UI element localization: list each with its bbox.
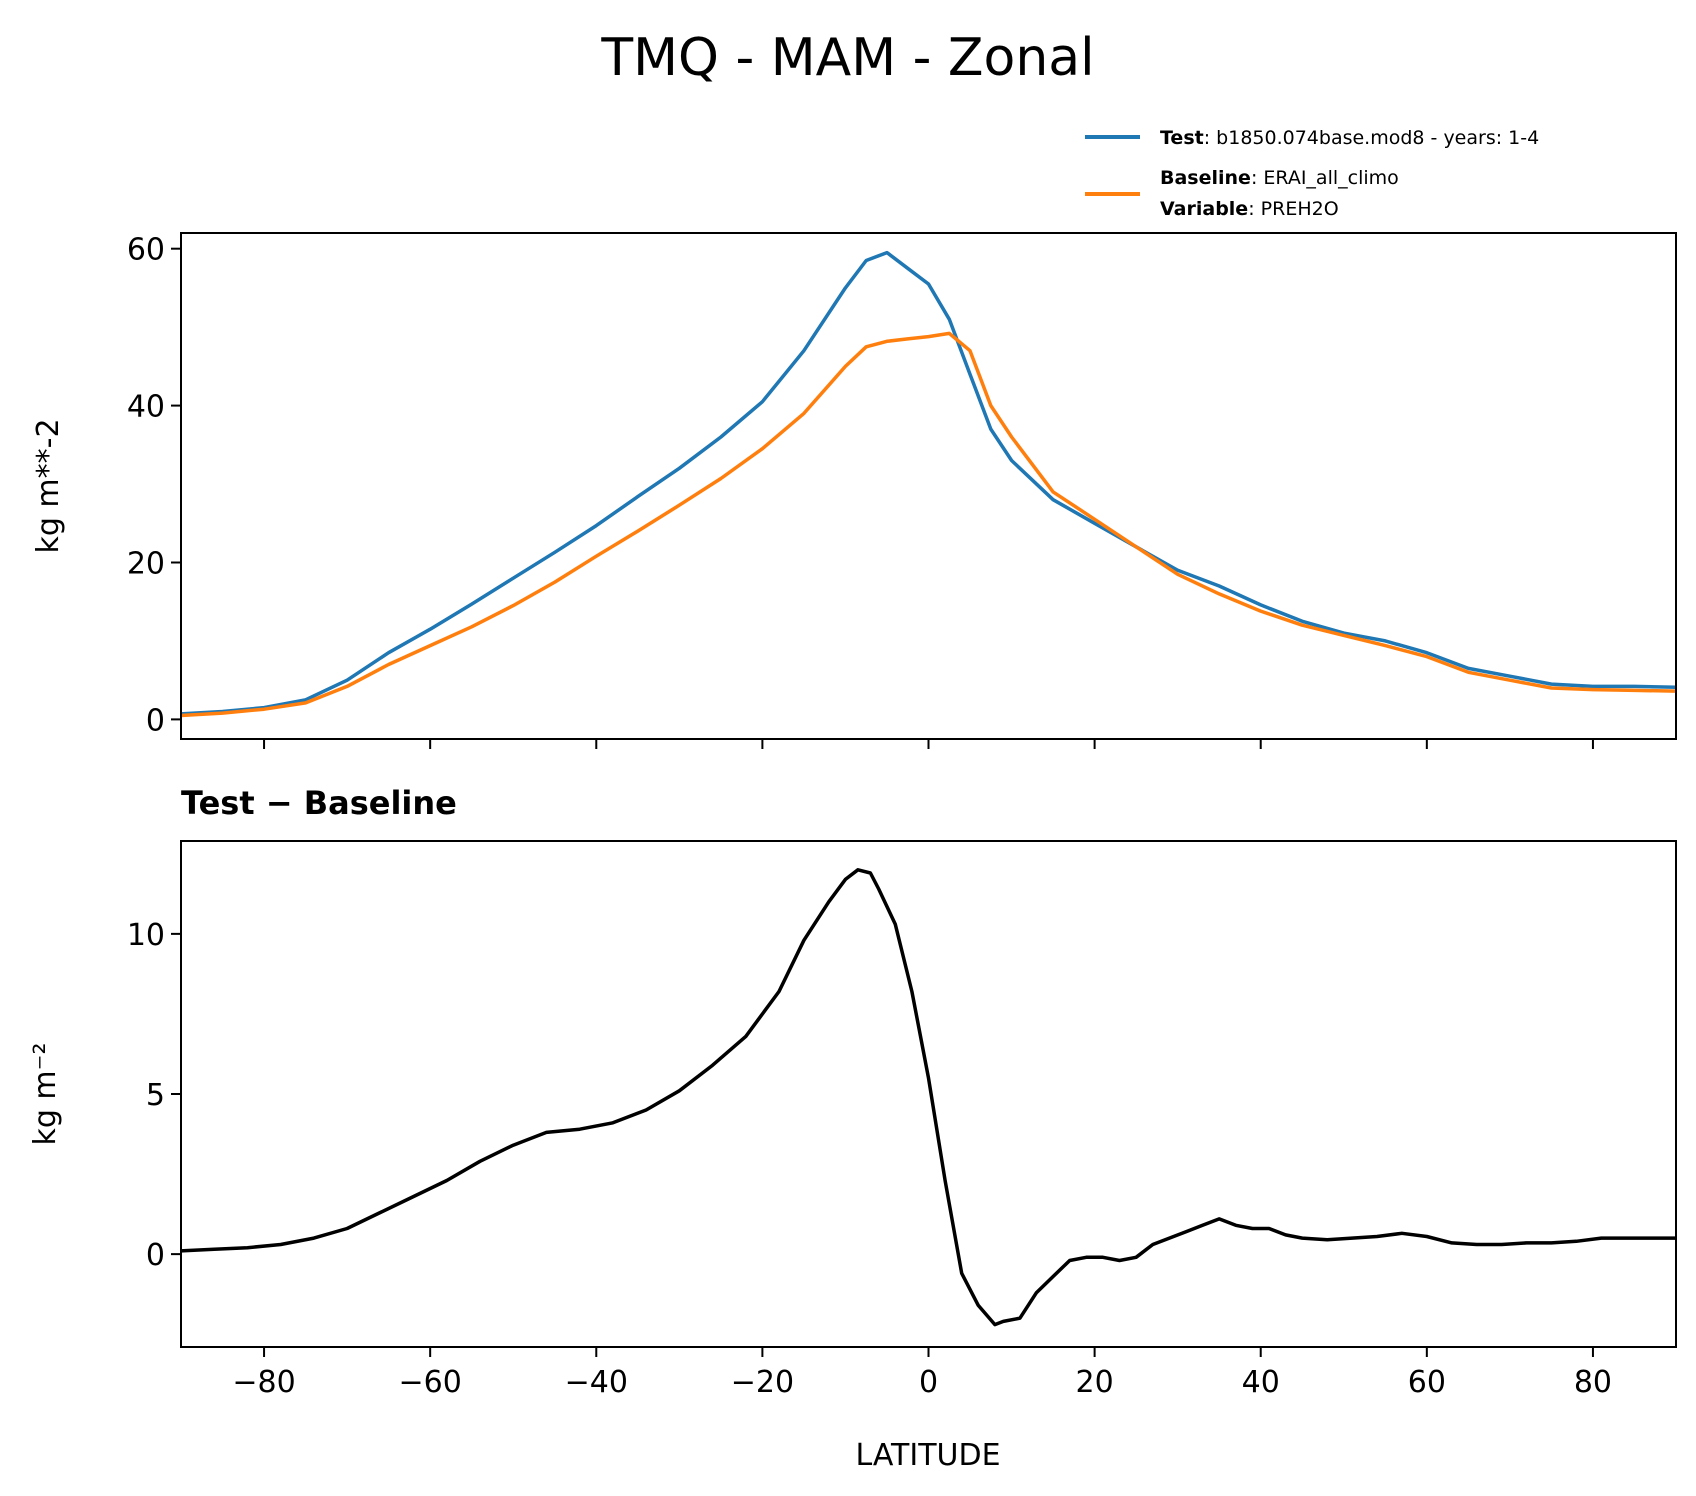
top-panel: 0 20 40 60 kg m**-2	[31, 232, 1677, 749]
y-tick-label: 10	[127, 918, 165, 953]
legend-test-entry: Test: b1850.074base.mod8 - years: 1-4	[1160, 127, 1539, 149]
top-x-ticks	[263, 739, 1594, 749]
legend: Test: b1850.074base.mod8 - years: 1-4 Ba…	[1085, 127, 1539, 220]
legend-baseline-entry: Baseline: ERAI_all_climo	[1160, 167, 1399, 189]
figure-title: TMQ - MAM - Zonal	[600, 28, 1094, 88]
x-tick-label: −40	[565, 1365, 628, 1400]
legend-variable-entry: Variable: PREH2O	[1160, 198, 1339, 220]
legend-baseline-value: ERAI_all_climo	[1263, 167, 1398, 189]
x-tick-label: −20	[731, 1365, 794, 1400]
x-tick-label: 60	[1408, 1365, 1446, 1400]
y-tick-label: 5	[146, 1078, 165, 1113]
x-tick-label: 80	[1574, 1365, 1612, 1400]
x-tick-label: −80	[232, 1365, 295, 1400]
bottom-x-ticks: −80 −60 −40 −20 0 20 40 60 80	[232, 1347, 1612, 1400]
y-tick-label: 0	[146, 703, 165, 738]
legend-variable-value: PREH2O	[1261, 198, 1339, 220]
bottom-axes-frame	[180, 840, 1677, 1348]
series-line-baseline	[180, 331, 1677, 718]
bottom-panel-title: Test − Baseline	[181, 784, 457, 822]
x-axis-label: LATITUDE	[855, 1438, 1000, 1473]
y-tick-label: 60	[127, 233, 165, 268]
bottom-panel: Test − Baseline 0 5 10 −80 −60 −40 −20 0 20 40 60…	[28, 784, 1677, 1473]
legend-test-value: b1850.074base.mod8 - years: 1-4	[1216, 127, 1539, 149]
top-y-ticks: 0 20 40 60	[127, 233, 181, 738]
legend-test-key: Test	[1160, 127, 1204, 149]
x-tick-label: 40	[1242, 1365, 1280, 1400]
series-line-test-baseline	[180, 868, 1676, 1327]
top-y-axis-label: kg m**-2	[31, 418, 66, 553]
x-tick-label: −60	[399, 1365, 462, 1400]
legend-variable-key: Variable	[1160, 198, 1248, 220]
x-tick-label: 20	[1076, 1365, 1114, 1400]
top-plot-lines	[180, 250, 1677, 718]
series-line-test	[180, 250, 1677, 716]
x-tick-label: 0	[919, 1365, 938, 1400]
bottom-y-ticks: 0 5 10	[127, 918, 181, 1273]
top-axes-frame	[180, 232, 1677, 740]
bottom-plot-lines	[180, 868, 1676, 1327]
y-tick-label: 20	[127, 546, 165, 581]
legend-baseline-key: Baseline	[1160, 167, 1251, 189]
y-tick-label: 0	[146, 1238, 165, 1273]
bottom-y-axis-label: kg m⁻²	[28, 1042, 63, 1145]
y-tick-label: 40	[127, 390, 165, 425]
